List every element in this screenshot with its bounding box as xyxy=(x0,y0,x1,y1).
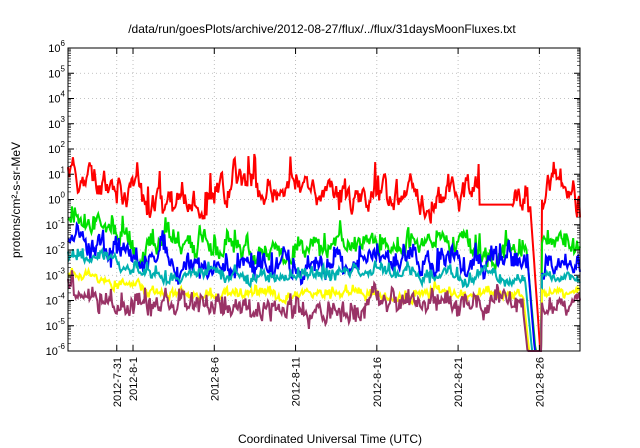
y-tick-label: 10-6 xyxy=(46,342,66,358)
y-tick-label: 106 xyxy=(48,39,65,55)
y-tick-label: 105 xyxy=(48,64,65,80)
y-axis-ticks: 10-6 10-5 10-4 10-3 10-2 10-1 100 101 102 103 104 1… xyxy=(46,39,580,358)
x-tick-label: 2012-8-11 xyxy=(291,357,303,406)
y-tick-label: 10-1 xyxy=(46,216,66,232)
x-axis-label: Coordinated Universal Time (UTC) xyxy=(238,432,422,446)
x-tick-label: 2012-8-1 xyxy=(128,357,140,401)
series-line-1 xyxy=(67,153,581,352)
y-tick-label: 10-4 xyxy=(46,292,66,308)
y-tick-label: 10-5 xyxy=(46,317,66,333)
y-tick-label: 101 xyxy=(48,165,65,181)
series-layer xyxy=(67,153,581,352)
series-line-6 xyxy=(67,270,581,352)
x-tick-label: 2012-8-26 xyxy=(534,357,546,407)
x-axis-ticks: 2012-7-31 2012-8-1 2012-8-6 2012-8-11 2012-8… xyxy=(112,48,546,407)
y-tick-label: 10-2 xyxy=(46,241,66,257)
y-tick-label: 100 xyxy=(48,191,65,207)
chart-title: /data/run/goesPlots/archive/2012-08-27/f… xyxy=(128,22,516,36)
x-tick-label: 2012-8-16 xyxy=(372,357,384,407)
y-axis-label: protons/cm²-s-sr-MeV xyxy=(9,142,23,258)
x-tick-label: 2012-8-6 xyxy=(209,357,221,401)
x-tick-label: 2012-7-31 xyxy=(112,357,124,407)
x-tick-label: 2012-8-21 xyxy=(453,357,465,407)
y-tick-label: 102 xyxy=(48,140,65,156)
y-tick-label: 103 xyxy=(48,115,65,131)
series-line-4 xyxy=(67,246,581,352)
y-tick-label: 10-3 xyxy=(46,266,66,282)
series-line-2 xyxy=(67,206,581,352)
y-tick-label: 104 xyxy=(48,90,65,106)
